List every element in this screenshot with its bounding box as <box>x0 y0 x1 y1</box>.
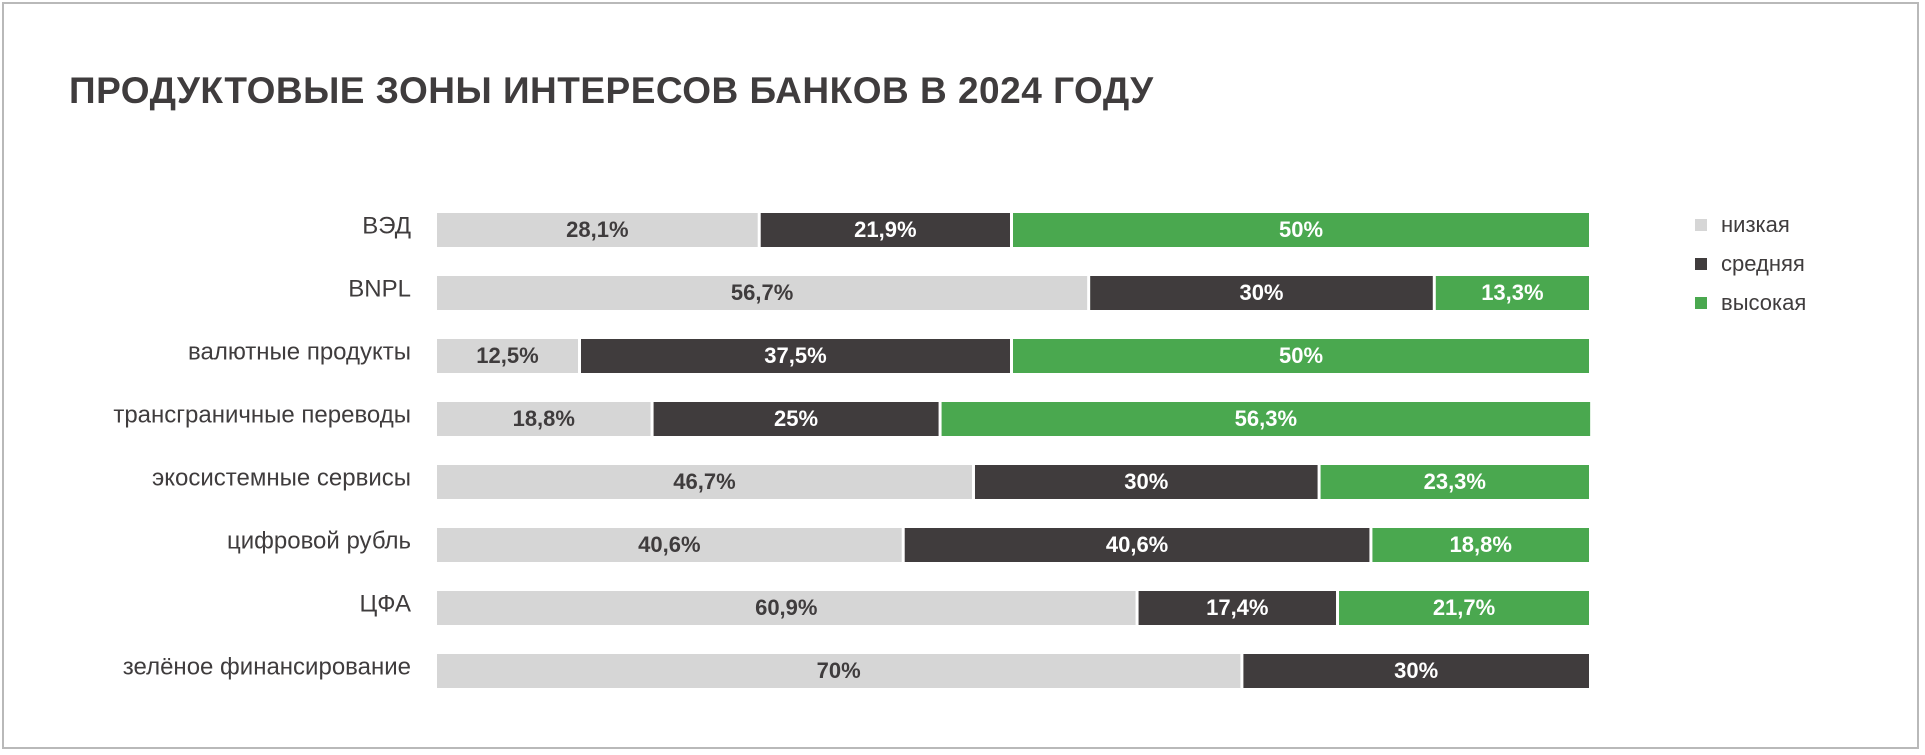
data-label-high: 23,3% <box>1424 469 1486 494</box>
legend-label-medium: средняя <box>1721 250 1805 276</box>
bar-segment-low <box>437 528 902 562</box>
category-label: валютные продукты <box>188 338 411 365</box>
data-label-low: 60,9% <box>755 595 817 620</box>
legend-item-high: высокая <box>1695 283 1806 322</box>
data-label-medium: 40,6% <box>1106 532 1168 557</box>
category-label: ВЭД <box>362 212 411 239</box>
category-label: ЦФА <box>360 590 411 617</box>
legend-item-medium: средняя <box>1695 244 1806 283</box>
data-label-low: 28,1% <box>566 217 628 242</box>
legend-item-low: низкая <box>1695 205 1806 244</box>
data-label-low: 46,7% <box>673 469 735 494</box>
data-label-high: 56,3% <box>1235 406 1297 431</box>
data-label-high: 50% <box>1279 217 1323 242</box>
bar-segment-high <box>1339 591 1589 625</box>
legend: низкая средняя высокая <box>1695 205 1806 322</box>
bar-segment-high <box>1435 276 1589 310</box>
bar-segment-medium <box>581 339 1010 373</box>
bar-segment-medium <box>1243 654 1589 688</box>
data-label-low: 70% <box>817 658 861 683</box>
bar-segment-high <box>1320 465 1589 499</box>
data-label-high: 21,7% <box>1433 595 1495 620</box>
category-label: цифровой рубль <box>227 527 411 554</box>
bar-segment-medium <box>974 465 1318 499</box>
category-label: экосистемные сервисы <box>152 464 411 491</box>
bar-segment-low <box>437 591 1136 625</box>
data-label-low: 56,7% <box>731 280 793 305</box>
data-label-medium: 25% <box>774 406 818 431</box>
bar-segment-low <box>437 465 972 499</box>
data-label-high: 18,8% <box>1450 532 1512 557</box>
category-label: трансграничные переводы <box>113 401 411 428</box>
legend-label-low: низкая <box>1721 211 1790 237</box>
category-label: зелёное финансирование <box>123 653 411 680</box>
bar-segment-low <box>437 402 651 436</box>
data-label-high: 50% <box>1279 343 1323 368</box>
bar-segment-high <box>1013 213 1589 247</box>
legend-swatch-low <box>1695 218 1707 231</box>
data-label-medium: 37,5% <box>764 343 826 368</box>
data-label-low: 40,6% <box>638 532 700 557</box>
bar-segment-medium <box>760 213 1010 247</box>
legend-swatch-high <box>1695 296 1707 309</box>
bar-segment-low <box>437 213 758 247</box>
bar-segment-high <box>941 402 1591 436</box>
data-label-medium: 17,4% <box>1206 595 1268 620</box>
data-label-medium: 30% <box>1124 469 1168 494</box>
chart-title: ПРОДУКТОВЫЕ ЗОНЫ ИНТЕРЕСОВ БАНКОВ В 2024… <box>69 70 1154 111</box>
bar-segment-low <box>437 654 1241 688</box>
legend-label-high: высокая <box>1721 289 1807 315</box>
bar-segment-high <box>1372 528 1589 562</box>
data-label-low: 12,5% <box>476 343 538 368</box>
data-label-low: 18,8% <box>513 406 575 431</box>
bar-segment-medium <box>1138 591 1337 625</box>
data-label-medium: 30% <box>1239 280 1283 305</box>
data-label-medium: 21,9% <box>854 217 916 242</box>
legend-swatch-medium <box>1695 257 1707 270</box>
data-label-high: 13,3% <box>1481 280 1543 305</box>
bar-segment-high <box>1013 339 1589 373</box>
bar-segment-medium <box>904 528 1370 562</box>
bar-segment-medium <box>1090 276 1433 310</box>
bar-segment-low <box>437 276 1088 310</box>
data-label-medium: 30% <box>1394 658 1438 683</box>
bar-segment-low <box>437 339 578 373</box>
bar-segment-medium <box>653 402 939 436</box>
category-label: BNPL <box>348 275 411 302</box>
